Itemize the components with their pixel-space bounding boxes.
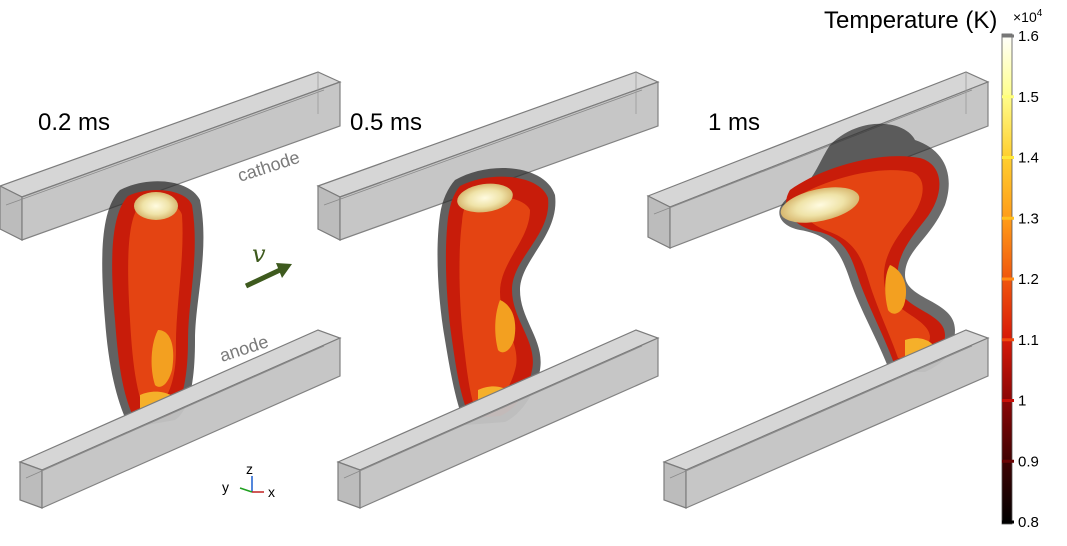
- colorbar-tick-label: 1.5: [1018, 89, 1039, 106]
- panel-2: 0.5 ms: [316, 71, 660, 509]
- velocity-arrow: v: [244, 240, 292, 289]
- colorbar-multiplier: ×104: [1013, 8, 1043, 25]
- colorbar-tick-label: 1.2: [1018, 271, 1039, 288]
- colorbar-title: Temperature (K): [824, 7, 997, 34]
- colorbar-ticks: 1.6 1.5 1.4 1.3 1.2 1.1 1 0.9 0.8: [1002, 28, 1039, 531]
- time-label-panel-2: 0.5 ms: [350, 109, 422, 136]
- panel-3: 1 ms: [646, 71, 990, 509]
- axis-y-label: y: [222, 479, 229, 495]
- colorbar-tick-label: 0.9: [1018, 453, 1039, 470]
- arc-plasma: [437, 168, 556, 425]
- axis-z-label: z: [246, 461, 253, 477]
- arc-plasma: [779, 123, 955, 372]
- colorbar-tick-label: 1: [1018, 393, 1026, 410]
- arc-plasma: [102, 181, 204, 428]
- axis-x-label: x: [268, 484, 275, 500]
- colorbar-tick-label: 1.6: [1018, 28, 1039, 45]
- anode-electrode: [18, 329, 342, 509]
- cathode-electrode: [0, 71, 342, 241]
- colorbar-tick-label: 1.3: [1018, 210, 1039, 227]
- colorbar-tick-label: 0.8: [1018, 514, 1039, 531]
- velocity-symbol: v: [252, 240, 266, 268]
- colorbar: Temperature (K) ×104 1.61.51.41.31.21.11…: [824, 7, 1043, 531]
- anode-electrode: [662, 329, 990, 509]
- colorbar-tick-label: 1.1: [1018, 332, 1039, 349]
- anode-electrode: [336, 329, 660, 509]
- panel-1: 0.2 ms cathode anode v z y x: [0, 71, 342, 509]
- time-label-panel-3: 1 ms: [708, 109, 760, 136]
- cathode-electrode: [316, 71, 660, 241]
- axes-triad: z y x: [222, 461, 275, 500]
- time-label-panel-1: 0.2 ms: [38, 109, 110, 136]
- colorbar-tick-label: 1.4: [1018, 150, 1039, 167]
